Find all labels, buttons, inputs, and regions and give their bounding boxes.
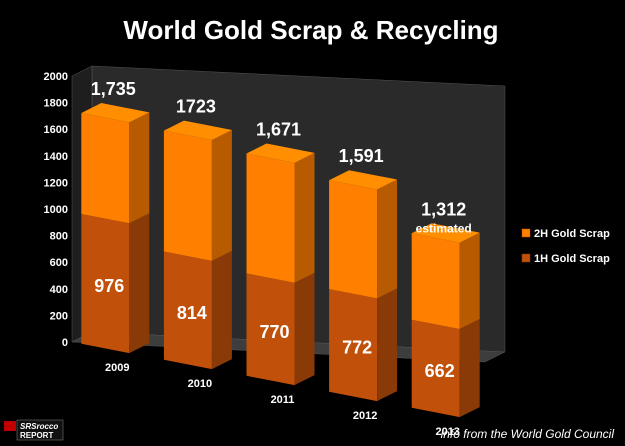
bar-front xyxy=(329,289,378,402)
bar-segment xyxy=(329,179,398,299)
logo-text-bottom: REPORT xyxy=(20,431,53,440)
bar-side xyxy=(377,288,398,402)
bar-top xyxy=(81,103,150,123)
y-tick-label: 1200 xyxy=(44,177,68,189)
y-tick-label: 1000 xyxy=(44,204,68,216)
legend: 2H Gold Scrap 1H Gold Scrap xyxy=(521,228,610,265)
annotation-label: estimated xyxy=(416,221,472,235)
bar-segment xyxy=(246,272,315,386)
x-tick-label: 2011 xyxy=(271,394,295,406)
total-label: 1,671 xyxy=(256,120,301,140)
inner-label: 772 xyxy=(342,338,372,358)
bar-front xyxy=(246,273,295,386)
bar-side xyxy=(129,112,150,224)
bar-segment xyxy=(81,213,150,354)
bar-segment xyxy=(411,319,480,418)
legend-swatch-2h xyxy=(521,228,531,238)
bar-segment xyxy=(81,112,150,224)
bar-top xyxy=(163,120,232,140)
source-credit: info from the World Gold Council xyxy=(441,427,615,441)
bar-front xyxy=(81,213,130,354)
bar-top xyxy=(411,223,480,243)
y-tick-label: 600 xyxy=(50,257,68,269)
bar-side xyxy=(294,152,315,283)
bar-front xyxy=(411,319,460,418)
legend-item-1h: 1H Gold Scrap xyxy=(521,253,610,265)
bar-front xyxy=(163,130,212,261)
chart-title: World Gold Scrap & Recycling xyxy=(123,15,498,45)
bar-front xyxy=(246,153,295,283)
data-labels: 1,735 976 1723 814 1,671 770 1,591 772 1,312 esti… xyxy=(91,79,472,381)
y-tick-label: 800 xyxy=(50,231,68,243)
x-tick-label: 2009 xyxy=(105,362,129,374)
legend-label-2h: 2H Gold Scrap xyxy=(534,228,610,240)
y-tick-label: 1800 xyxy=(44,98,68,110)
inner-label: 770 xyxy=(259,322,289,342)
bar-front xyxy=(411,233,460,330)
logo-text-top: SRSrocco xyxy=(20,422,58,431)
bar-side xyxy=(377,179,398,299)
x-tick-label: 2012 xyxy=(353,410,377,422)
total-label: 1,312 xyxy=(421,199,466,219)
bar-front xyxy=(163,251,212,370)
bar-front xyxy=(81,113,130,224)
logo-badge xyxy=(4,421,16,431)
legend-label-1h: 1H Gold Scrap xyxy=(534,253,610,265)
legend-swatch-1h xyxy=(521,253,531,263)
total-label: 1723 xyxy=(176,97,216,117)
bar-segment xyxy=(411,232,480,330)
y-axis: 0 200 400 600 800 1000 1200 1400 1600 1800 2000 xyxy=(44,71,68,349)
bar-front xyxy=(329,180,378,299)
total-label: 1,735 xyxy=(91,79,136,99)
y-tick-label: 2000 xyxy=(44,71,68,83)
logo: SRSrocco REPORT xyxy=(4,419,64,441)
bar-segment xyxy=(163,129,232,261)
inner-label: 976 xyxy=(94,276,124,296)
logo-box xyxy=(16,419,64,441)
bar-side xyxy=(211,250,232,370)
inner-label: 814 xyxy=(177,303,207,323)
bar-segment xyxy=(163,250,232,370)
bar-segment xyxy=(246,152,315,283)
y-tick-label: 1600 xyxy=(44,124,68,136)
bar-top xyxy=(329,170,398,190)
bar-segment xyxy=(329,288,398,402)
x-axis: 2009 2010 2011 2012 2013 xyxy=(105,362,460,438)
bar-side xyxy=(459,319,480,418)
bar-side xyxy=(129,213,150,354)
bar-side xyxy=(211,129,232,261)
y-tick-label: 1400 xyxy=(44,151,68,163)
bars xyxy=(81,103,480,418)
y-tick-label: 200 xyxy=(50,310,68,322)
total-label: 1,591 xyxy=(339,146,384,166)
inner-label: 662 xyxy=(425,361,455,381)
bar-side xyxy=(459,232,480,330)
x-tick-label: 2010 xyxy=(188,378,212,390)
y-tick-label: 0 xyxy=(62,337,68,349)
bar-side xyxy=(294,272,315,386)
bar-top xyxy=(246,143,315,163)
legend-item-2h: 2H Gold Scrap xyxy=(521,228,610,240)
x-tick-label: 2013 xyxy=(435,426,459,438)
y-tick-label: 400 xyxy=(50,284,68,296)
